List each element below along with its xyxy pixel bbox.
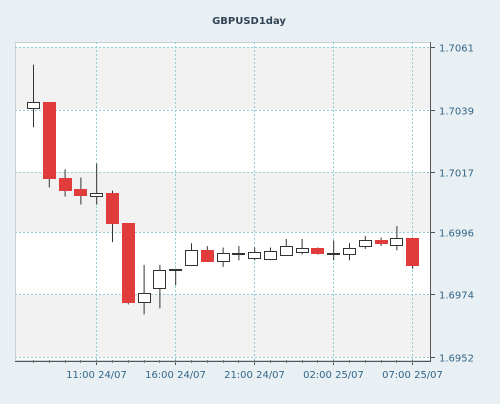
candle	[359, 236, 372, 249]
candle-body-down	[74, 189, 87, 196]
candle	[406, 237, 419, 269]
candle-body-down	[311, 248, 324, 254]
candle-body-up	[390, 238, 403, 246]
candle-body-up	[27, 102, 40, 109]
candle	[74, 177, 87, 205]
candle	[248, 247, 261, 261]
candle-body-up	[185, 250, 198, 266]
candle-body-up	[169, 269, 182, 271]
candle-body-down	[375, 240, 388, 244]
candle-body-down	[106, 193, 119, 224]
y-tick-label: 1.7017	[439, 169, 474, 180]
candle-body-up	[296, 248, 309, 253]
candle-body-down	[406, 238, 419, 266]
candle-body-up	[343, 248, 356, 255]
candle	[375, 237, 388, 247]
candle	[122, 223, 135, 305]
candle	[296, 238, 309, 255]
x-tick-label: 02:00 25/07	[303, 370, 364, 381]
candle-body-down	[122, 223, 135, 303]
x-tick-label: 16:00 24/07	[145, 370, 206, 381]
candle-body-down	[201, 250, 214, 262]
candle	[106, 190, 119, 243]
candle	[390, 226, 403, 251]
candle-body-down	[43, 102, 56, 179]
candle	[169, 268, 182, 286]
candle	[217, 247, 230, 267]
chart-title: GBPUSD1day	[212, 16, 286, 27]
candle	[311, 247, 324, 255]
candle-body-down	[59, 178, 72, 191]
candle-body-up	[359, 240, 372, 247]
candle-body-up	[90, 193, 103, 197]
candle	[27, 64, 40, 128]
candle-body-up	[217, 253, 230, 262]
x-tick-label: 21:00 24/07	[224, 370, 285, 381]
y-axis: 1.7061 1.7039 1.7017 1.6996 1.6974 1.6952	[430, 42, 474, 365]
candle-body-up	[248, 252, 261, 259]
candle-body-up	[327, 253, 340, 255]
candle	[185, 243, 198, 266]
candle	[280, 238, 293, 257]
candles	[27, 64, 419, 315]
candle-body-up	[138, 293, 151, 303]
candle	[232, 246, 245, 261]
candle	[153, 264, 166, 309]
candle	[343, 243, 356, 261]
y-tick-label: 1.6974	[439, 291, 474, 302]
candle	[327, 240, 340, 261]
candle-body-up	[232, 253, 245, 255]
y-tick-label: 1.7039	[439, 107, 474, 118]
candle	[43, 101, 56, 188]
y-tick-label: 1.7061	[439, 44, 474, 55]
y-tick-label: 1.6952	[439, 354, 474, 365]
plot-band	[16, 294, 430, 357]
plot-bands	[16, 47, 430, 357]
candle	[138, 264, 151, 315]
plot-band	[16, 172, 430, 232]
candle-body-up	[280, 246, 293, 256]
candle	[264, 247, 277, 261]
x-tick-label: 07:00 25/07	[382, 370, 443, 381]
candle-body-up	[153, 270, 166, 289]
candle	[59, 169, 72, 197]
plot-band	[16, 47, 430, 110]
x-axis: 11:00 24/07 16:00 24/07 21:00 24/07 02:00 2…	[15, 360, 443, 381]
x-tick-label: 11:00 24/07	[66, 370, 127, 381]
candle-body-up	[264, 251, 277, 260]
grid-lines	[15, 42, 430, 360]
candle	[201, 246, 214, 262]
y-tick-label: 1.6996	[439, 229, 474, 240]
candle	[90, 163, 103, 205]
